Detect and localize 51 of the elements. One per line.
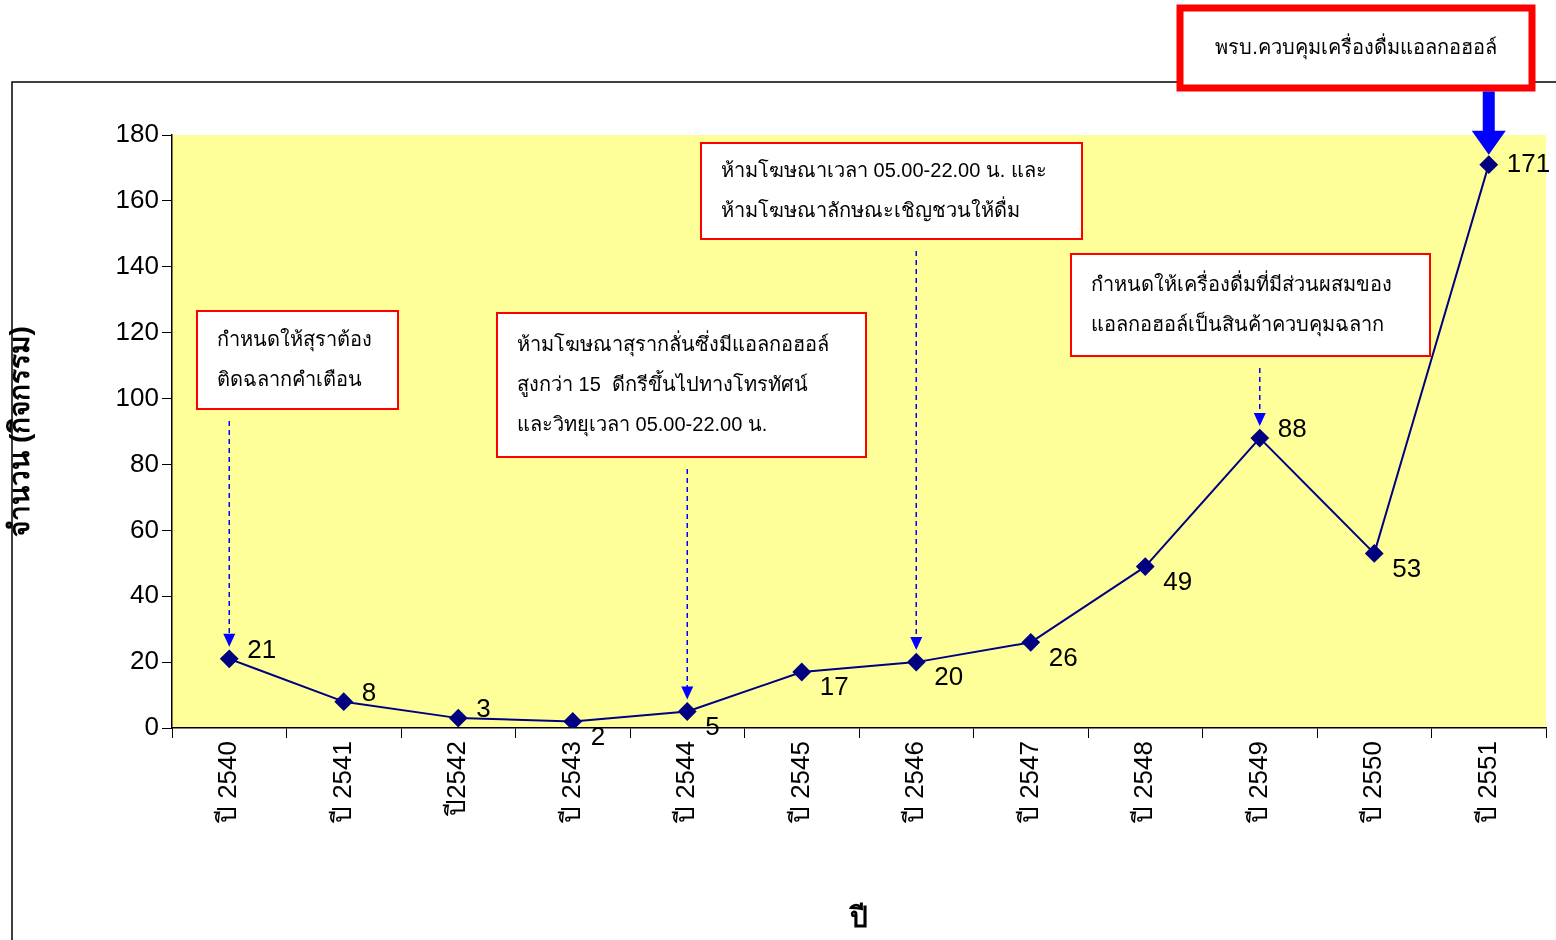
point xyxy=(907,653,926,672)
x-tick-label: ปี 2540 xyxy=(212,741,243,825)
data-label: 20 xyxy=(934,661,964,692)
data-label: 26 xyxy=(1048,641,1078,672)
annotation: กำหนดให้เครื่องดื่มที่มีส่วนผสมของ แอลกอฮอล์เป็นสินค้าควบคุมฉลาก xyxy=(1091,269,1392,337)
annotation: กำหนดให้สุราต้อง ติดฉลากคำเตือน xyxy=(217,327,372,390)
data-label: 49 xyxy=(1163,565,1193,596)
y-tick-label: 100 xyxy=(115,381,159,412)
data-label: 17 xyxy=(819,671,849,702)
point xyxy=(1479,155,1498,174)
y-tick-label: 40 xyxy=(130,579,159,610)
point xyxy=(1136,557,1155,576)
y-tick-label: 140 xyxy=(115,249,159,280)
point xyxy=(1021,633,1040,652)
annotation: ห้ามโฆษณาสุรากลั่นซึ่งมีแอลกอฮอล์ สูงกว่า 15 ดีกรีขึ้นไปทางโทรทัศน์ และวิทยุเวลา 05.00-22.00 น. xyxy=(517,329,829,437)
x-tick-label: ปี 2549 xyxy=(1242,741,1273,825)
x-axis-title: ปี xyxy=(848,901,868,933)
data-label: 3 xyxy=(476,693,491,724)
x-tick-label: ปี 2551 xyxy=(1471,741,1502,825)
x-tick-label: ปี 2547 xyxy=(1013,741,1044,825)
x-tick-label: ปี 2544 xyxy=(670,741,701,825)
y-tick-label: 160 xyxy=(115,184,159,215)
point xyxy=(449,709,468,728)
y-tick-label: 0 xyxy=(144,711,159,742)
point xyxy=(334,692,353,711)
point xyxy=(563,712,582,728)
text: พรบ.ควบคุมเครื่องดื่มแอลกอฮอล์ xyxy=(1215,32,1497,60)
y-axis-title: จำนวน (กิจกรรม) xyxy=(3,326,35,537)
x-tick-label: ปี 2545 xyxy=(784,741,815,825)
y-tick-label: 180 xyxy=(115,118,159,149)
x-tick-label: ปี 2548 xyxy=(1128,741,1159,825)
x-tick-label: ปี 2546 xyxy=(899,741,930,825)
point xyxy=(678,702,697,721)
x-tick-label: ปี 2550 xyxy=(1357,741,1388,825)
x-tick-label: ปี 2541 xyxy=(326,741,357,825)
x-tick-label: ปี2542 xyxy=(441,741,472,817)
x-tick-label: ปี 2543 xyxy=(555,741,586,825)
point xyxy=(220,649,239,668)
y-tick-label: 80 xyxy=(130,447,159,478)
point xyxy=(792,662,811,681)
point xyxy=(1365,544,1384,563)
y-tick-label: 120 xyxy=(115,315,159,346)
data-label: 88 xyxy=(1277,413,1307,444)
annotation: ห้ามโฆษณาเวลา 05.00-22.00 น. และ ห้ามโฆษณาลักษณะเชิญชวนให้ดื่ม xyxy=(721,158,1047,222)
y-tick-label: 20 xyxy=(130,645,159,676)
data-label: 53 xyxy=(1392,552,1422,583)
data-label: 21 xyxy=(247,633,277,664)
y-tick-label: 60 xyxy=(130,513,159,544)
data-label: 171 xyxy=(1506,147,1551,178)
data-label: 8 xyxy=(361,676,377,707)
point xyxy=(1250,429,1269,448)
